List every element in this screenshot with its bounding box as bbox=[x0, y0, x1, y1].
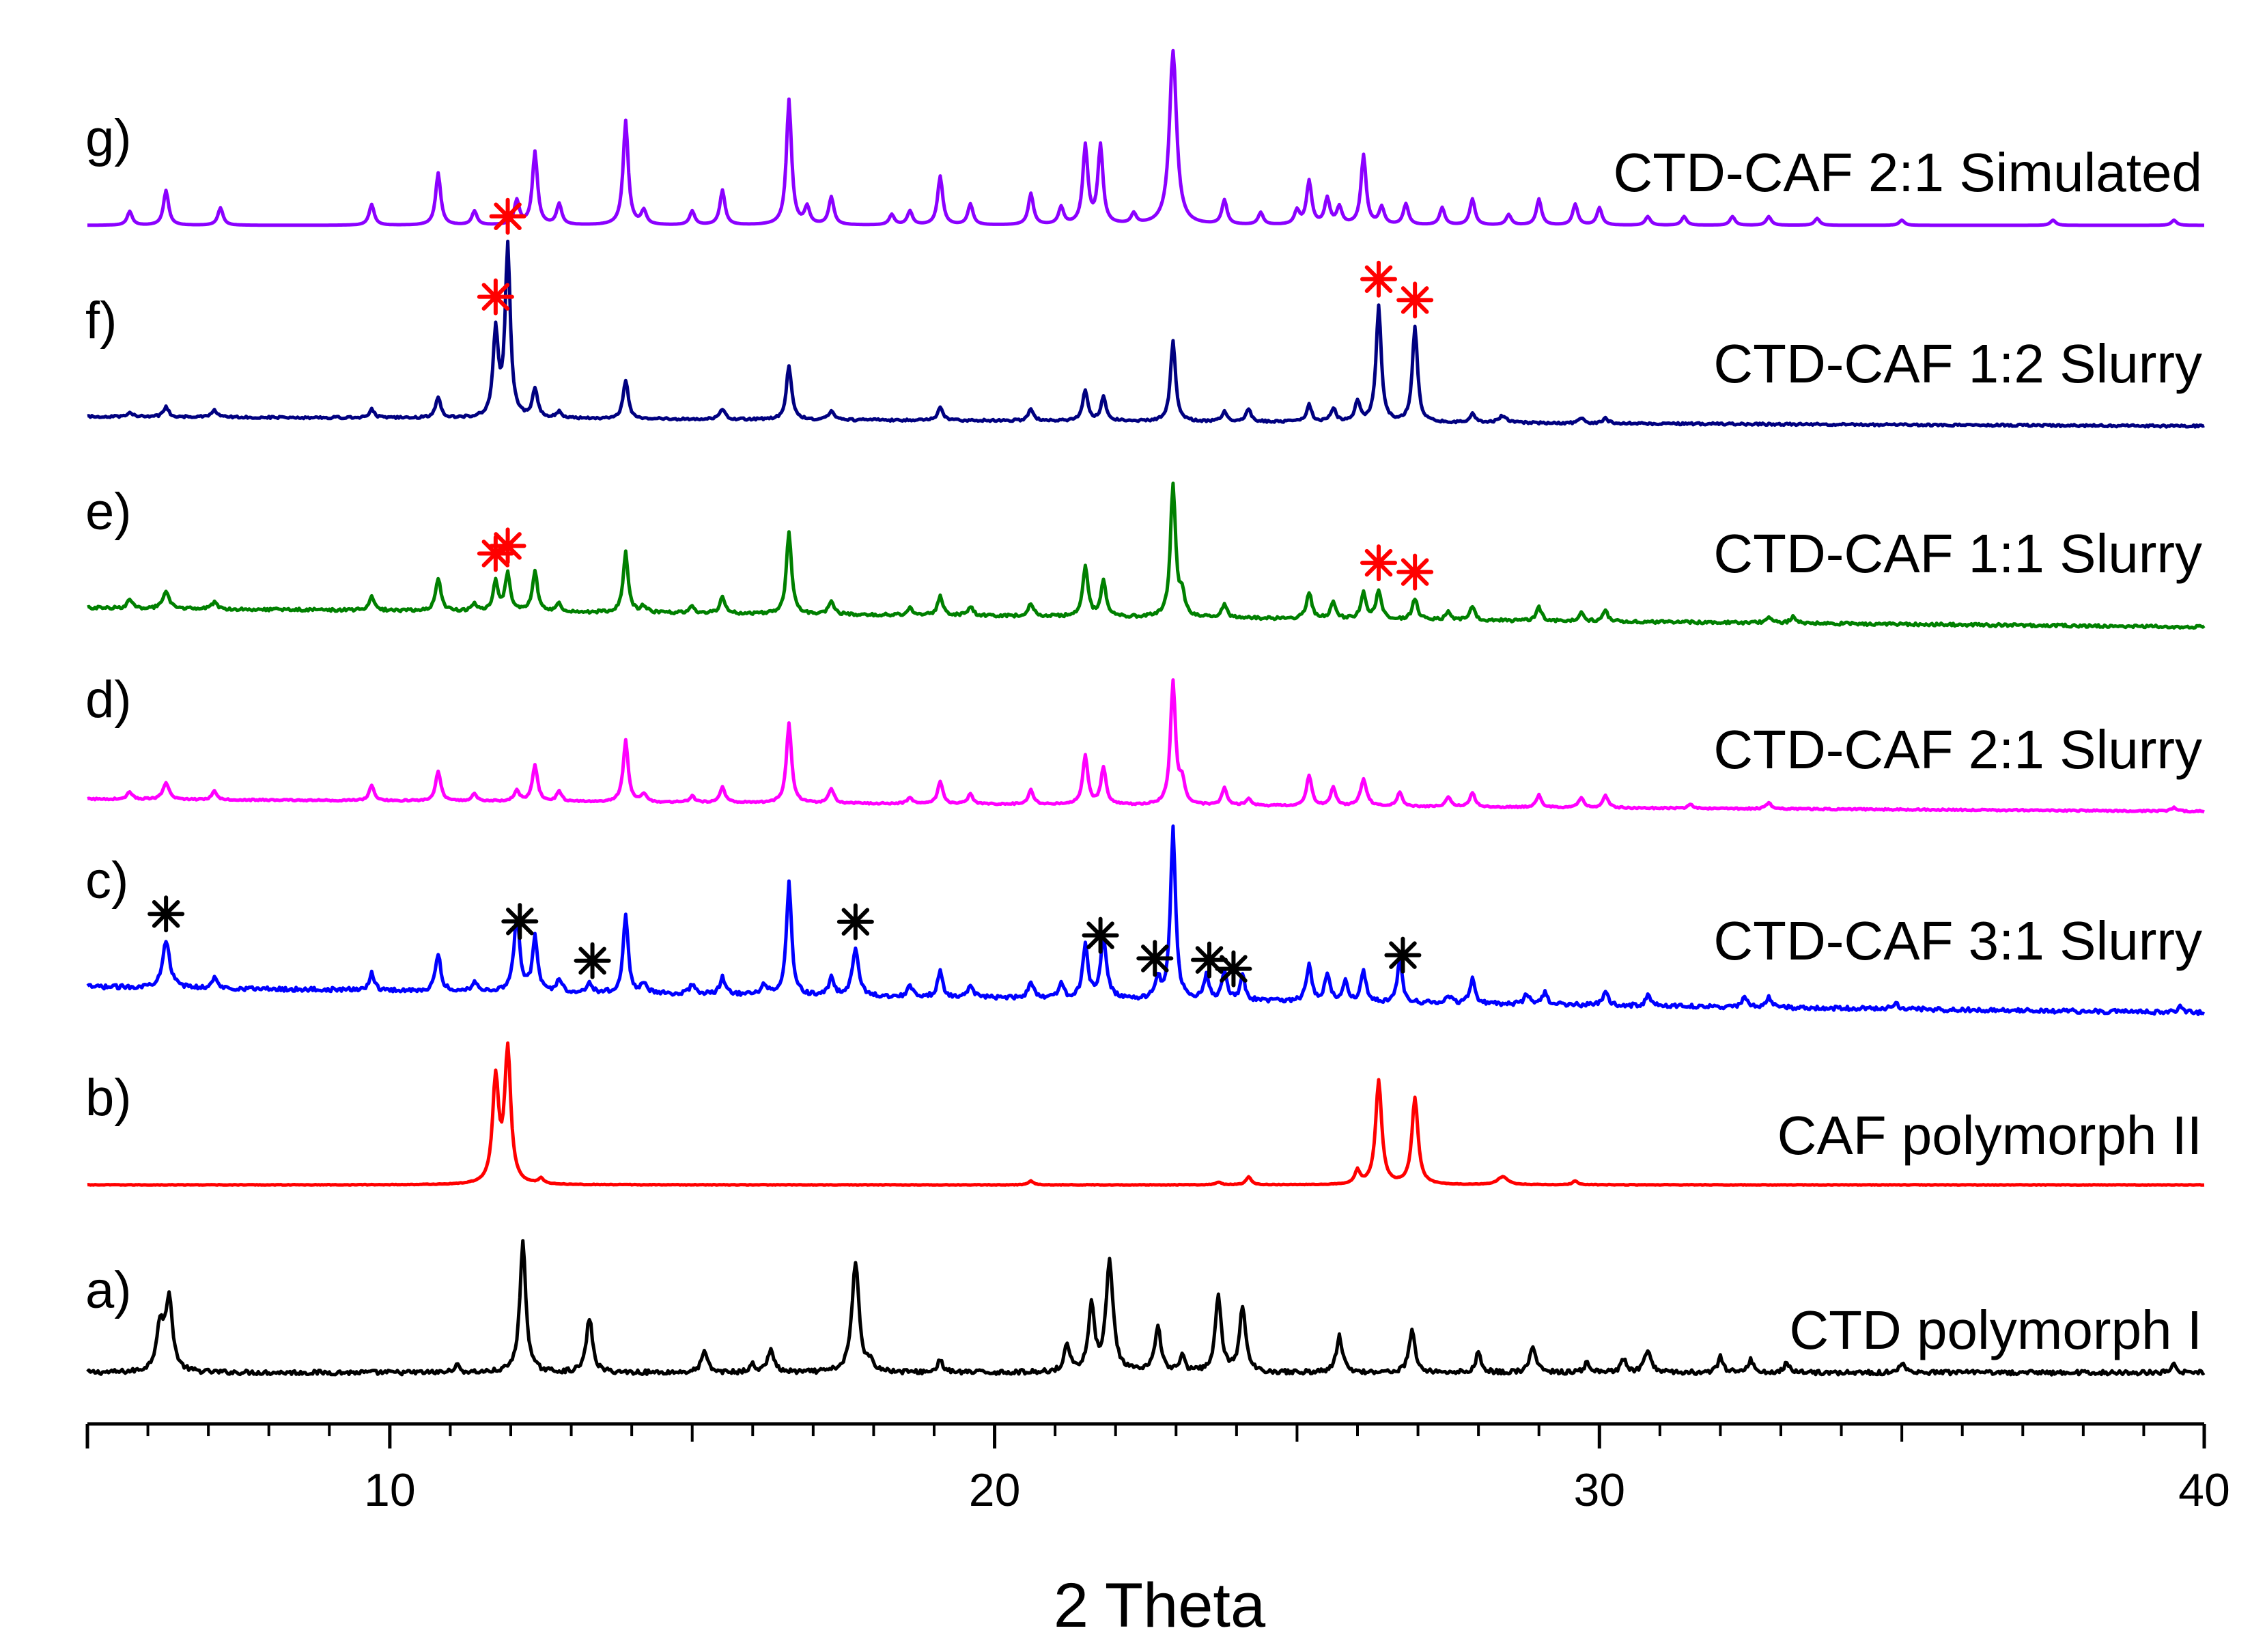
marker-layer bbox=[147, 197, 1434, 988]
series-label-c: CTD-CAF 3:1 Slurry bbox=[1713, 910, 2202, 971]
series-line-e bbox=[87, 481, 2206, 630]
marker-e-2 bbox=[1360, 544, 1397, 582]
marker-c-2 bbox=[574, 942, 611, 979]
series-line-d bbox=[87, 678, 2205, 814]
marker-c-6 bbox=[1191, 941, 1228, 979]
series-letter-f: f) bbox=[85, 292, 117, 350]
series-line-b bbox=[87, 1041, 2205, 1187]
x-tick-label: 30 bbox=[1573, 1464, 1625, 1516]
series-label-e: CTD-CAF 1:1 Slurry bbox=[1713, 523, 2202, 584]
x-tick-label: 40 bbox=[2178, 1464, 2230, 1516]
marker-c-8 bbox=[1384, 936, 1422, 974]
marker-c-4 bbox=[1082, 916, 1119, 954]
series-letter-e: e) bbox=[85, 483, 132, 541]
series-line-a bbox=[86, 1239, 2206, 1377]
marker-c-5 bbox=[1136, 940, 1174, 977]
series-line-c bbox=[86, 824, 2206, 1016]
marker-f-1 bbox=[489, 197, 526, 235]
series-label-b: CAF polymorph II bbox=[1777, 1105, 2202, 1166]
series-letter-g: g) bbox=[85, 109, 132, 167]
x-tick-label: 10 bbox=[364, 1464, 416, 1516]
series-line-f bbox=[87, 239, 2205, 429]
series-label-g: CTD-CAF 2:1 Simulated bbox=[1614, 142, 2202, 203]
marker-c-1 bbox=[501, 903, 539, 940]
x-tick-label: 20 bbox=[969, 1464, 1021, 1516]
marker-c-0 bbox=[147, 895, 185, 933]
series-label-f: CTD-CAF 1:2 Slurry bbox=[1713, 333, 2202, 394]
marker-e-3 bbox=[1396, 553, 1434, 591]
marker-f-3 bbox=[1396, 281, 1434, 319]
marker-f-0 bbox=[477, 278, 514, 316]
x-axis: 10 20 30 40 bbox=[85, 1422, 2230, 1516]
label-layer: a) CTD polymorph I b) CAF polymorph II c) CTD… bbox=[85, 109, 2202, 1360]
series-layer bbox=[86, 48, 2206, 1377]
series-label-a: CTD polymorph I bbox=[1789, 1300, 2202, 1360]
series-label-d: CTD-CAF 2:1 Slurry bbox=[1713, 719, 2202, 780]
marker-f-2 bbox=[1360, 260, 1397, 298]
marker-c-3 bbox=[836, 903, 874, 940]
series-line-g bbox=[87, 48, 2205, 227]
series-letter-d: d) bbox=[85, 671, 132, 729]
marker-c-7 bbox=[1215, 950, 1252, 988]
marker-e-1 bbox=[489, 527, 526, 565]
series-letter-b: b) bbox=[85, 1069, 132, 1127]
series-letter-c: c) bbox=[85, 852, 128, 910]
series-letter-a: a) bbox=[85, 1261, 132, 1319]
x-axis-title: 2 Theta bbox=[1054, 1571, 1266, 1640]
